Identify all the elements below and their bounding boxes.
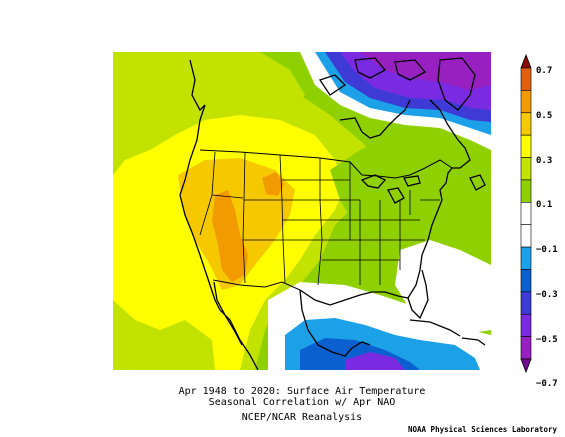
colorbar-swatch [520,336,532,360]
border-us-mexico [212,279,301,291]
field-orange-plains [262,172,284,196]
colorbar-swatch [520,112,532,136]
colorbar-tick-label: −0.5 [536,334,558,345]
colorbar-swatch [520,134,532,158]
colorbar-swatch [520,157,532,181]
field-purple-south [345,352,405,370]
colorbar-swatch [520,269,532,293]
colorbar-tick-label: −0.7 [536,379,558,390]
colorbar-swatch [520,67,532,91]
colorbar-tick-label: 0.3 [536,155,553,166]
colorbar-tick-label: 0.1 [536,200,553,211]
coastline-baja [213,281,243,346]
colorbar-swatch [520,90,532,114]
coastline-bc [189,59,206,112]
colorbar-min-arrow [520,358,532,374]
caption-line-3: NCEP/NCAR Reanalysis [241,412,363,423]
colorbar-swatch [520,224,532,248]
coastline-florida [407,269,429,320]
shaded-field [113,52,491,370]
coastline-greenland [437,57,476,111]
caption-line-2: Seasonal Correlation w/ Apr NAO [208,397,396,408]
colorbar [520,53,532,374]
coastline-gulf [299,254,423,306]
colorbar-swatch [520,313,532,337]
political-borders [199,149,453,291]
colorbar-max-arrow [520,53,532,69]
coastline-newfoundland [469,174,486,191]
colorbar-tick-label: 0.7 [536,66,553,76]
caption-line-1: Apr 1948 to 2020: Surface Air Temperatur… [178,386,426,397]
coastline-arctic-1 [318,74,347,96]
colorbar-swatch [520,291,532,315]
colorbar-tick-label: −0.1 [536,245,558,256]
coastlines [179,57,486,370]
coastline-hispaniola [461,337,486,346]
border-canada-us [199,149,453,179]
state-lines [199,151,440,286]
colorbar-tick-label: −0.3 [536,289,558,300]
colorbar-swatch [520,179,532,203]
colorbar-swatch [520,246,532,270]
field-orange-southwest [212,190,248,282]
colorbar-swatch [520,202,532,225]
coastline-cuba [409,319,461,337]
field-darkpurple-north [360,52,491,90]
coastline-east [421,167,453,256]
coastline-labrador [429,99,471,169]
coastline-arctic-2 [354,57,387,79]
coastline-west [179,104,259,370]
coastline-arctic-3 [394,59,427,81]
coastline-mexico-east [299,289,371,357]
credit-label: NOAA Physical Sciences Laboratory [407,425,557,434]
coastline-hudson [339,99,411,139]
field-yellowgreen-arctic [185,52,305,110]
colorbar-tick-label: 0.5 [536,110,553,121]
